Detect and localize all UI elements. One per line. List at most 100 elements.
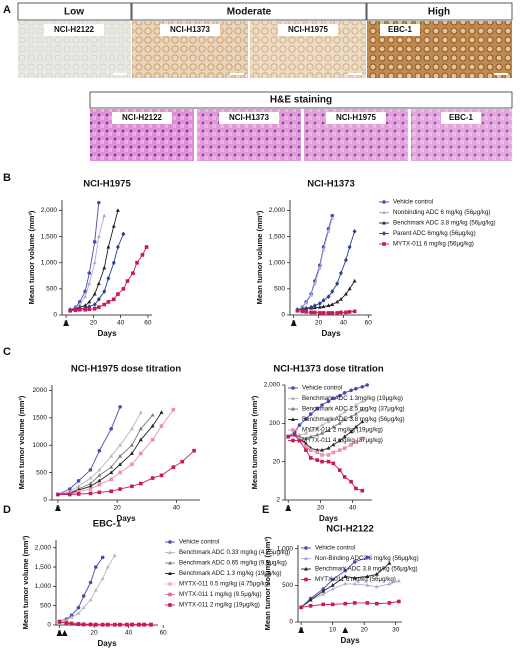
marker xyxy=(87,271,92,275)
marker xyxy=(118,462,123,466)
marker xyxy=(121,231,126,237)
marker xyxy=(159,424,164,428)
marker xyxy=(304,448,308,452)
marker xyxy=(106,276,111,281)
x-tick-label: 20 xyxy=(317,505,325,512)
y-tick-label: 1,500 xyxy=(35,564,52,571)
marker xyxy=(111,260,116,266)
x-tick-label: 20 xyxy=(361,627,369,634)
panel-label: E xyxy=(262,504,269,516)
marker xyxy=(76,479,81,483)
image-label: NCI-H1975 xyxy=(336,113,377,122)
x-tick-label: 20 xyxy=(315,320,323,327)
marker xyxy=(317,304,322,309)
x-tick-label: 40 xyxy=(349,505,357,512)
marker xyxy=(320,447,325,452)
marker xyxy=(92,240,97,244)
marker xyxy=(337,421,342,425)
series-line xyxy=(57,414,153,495)
marker xyxy=(313,310,317,315)
marker xyxy=(320,422,325,427)
marker xyxy=(97,448,102,453)
marker xyxy=(304,566,308,571)
panel-label: B xyxy=(3,172,11,184)
marker xyxy=(360,488,365,493)
marker xyxy=(97,200,101,205)
marker xyxy=(118,623,122,627)
image-label: NCI-H1373 xyxy=(229,113,270,122)
marker xyxy=(291,417,295,421)
marker xyxy=(321,589,326,593)
marker xyxy=(142,623,146,627)
marker xyxy=(171,465,176,469)
marker xyxy=(326,229,331,233)
marker xyxy=(150,437,155,442)
dose-arrow xyxy=(63,320,70,326)
chart-title: EBC-1 xyxy=(93,519,122,530)
marker xyxy=(68,309,72,313)
header: Moderate xyxy=(227,7,272,18)
marker xyxy=(352,560,357,564)
marker xyxy=(342,409,347,414)
marker xyxy=(97,473,102,477)
marker xyxy=(321,298,326,303)
marker xyxy=(76,492,81,496)
marker xyxy=(92,302,97,307)
series-line xyxy=(57,412,162,495)
marker xyxy=(111,223,116,228)
marker xyxy=(308,604,313,608)
marker xyxy=(308,412,313,416)
marker xyxy=(168,603,172,607)
marker xyxy=(365,383,369,387)
panel-label: A xyxy=(3,4,11,16)
marker xyxy=(326,419,331,424)
marker xyxy=(96,281,101,286)
dose-arrow xyxy=(298,627,305,633)
series-line xyxy=(57,450,195,495)
header-box xyxy=(17,2,132,21)
y-axis-label: Mean tumor volume (mm³) xyxy=(255,210,264,304)
marker xyxy=(138,437,143,442)
marker xyxy=(76,622,81,627)
marker xyxy=(97,490,102,495)
legend-label: Vehicle control xyxy=(179,539,219,546)
legend-label: Nonbinding ADC 6 mg/kg (56μg/kg) xyxy=(393,209,490,216)
marker xyxy=(168,550,172,554)
marker xyxy=(337,438,342,443)
ihc-headers xyxy=(17,2,513,21)
marker xyxy=(320,403,324,407)
marker xyxy=(102,265,107,270)
marker xyxy=(308,456,313,460)
chart-title: NCI-H1975 xyxy=(83,179,131,190)
y-tick-label: 1,000 xyxy=(269,259,286,266)
marker xyxy=(349,405,354,410)
y-tick-label: 2,000 xyxy=(269,207,286,214)
marker xyxy=(382,242,386,246)
marker xyxy=(343,257,348,263)
legend-label: MYTX-011 6 mg/kg (56μg/kg) xyxy=(315,576,396,583)
series-line xyxy=(297,215,333,311)
marker xyxy=(93,588,98,592)
marker xyxy=(87,299,92,304)
marker xyxy=(396,578,401,583)
marker xyxy=(374,572,379,576)
marker xyxy=(335,299,340,304)
image-label: EBC-1 xyxy=(388,25,413,34)
marker xyxy=(343,574,348,578)
marker xyxy=(321,591,326,596)
marker xyxy=(317,301,322,306)
marker xyxy=(130,623,134,627)
marker xyxy=(317,265,322,270)
marker xyxy=(353,424,358,429)
marker xyxy=(330,602,335,607)
marker xyxy=(321,311,326,315)
marker xyxy=(326,446,331,450)
marker xyxy=(105,564,110,569)
marker xyxy=(331,416,336,421)
marker xyxy=(300,309,305,314)
image-label: NCI-H1975 xyxy=(288,25,329,34)
marker xyxy=(109,470,114,475)
marker xyxy=(335,311,340,315)
marker xyxy=(330,213,335,218)
y-tick-label: 1000 xyxy=(33,442,48,449)
